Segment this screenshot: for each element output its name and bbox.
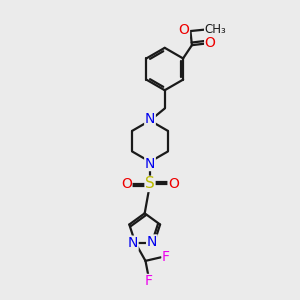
Text: O: O: [205, 36, 216, 50]
Text: O: O: [168, 177, 179, 191]
Text: F: F: [145, 274, 153, 289]
Text: O: O: [121, 177, 132, 191]
Text: N: N: [145, 157, 155, 170]
Text: N: N: [128, 236, 138, 250]
Text: N: N: [147, 235, 157, 249]
Text: CH₃: CH₃: [205, 23, 226, 36]
Text: S: S: [145, 176, 155, 191]
Text: O: O: [178, 23, 189, 38]
Text: F: F: [162, 250, 170, 264]
Text: N: N: [145, 112, 155, 126]
